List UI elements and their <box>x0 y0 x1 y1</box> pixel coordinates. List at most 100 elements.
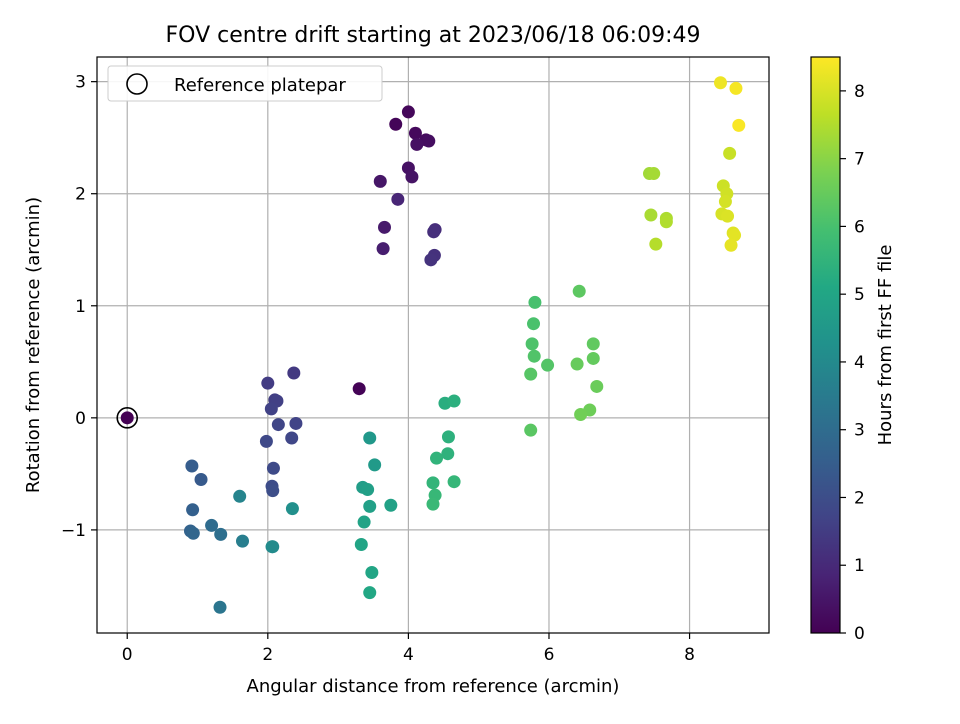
colorbar-label: Hours from first FF file <box>875 245 896 446</box>
data-point <box>357 515 371 529</box>
colorbar-tick-label: 7 <box>854 150 865 170</box>
data-point <box>728 228 742 242</box>
data-point <box>721 209 735 223</box>
data-point <box>527 349 541 363</box>
x-tick-label: 8 <box>684 645 695 665</box>
data-point <box>384 498 398 512</box>
data-point <box>352 382 366 396</box>
data-point <box>647 167 661 181</box>
x-tick-label: 4 <box>403 645 414 665</box>
grid-lines <box>97 57 769 633</box>
data-point <box>724 238 738 252</box>
legend: Reference platepar <box>107 65 383 102</box>
data-point <box>266 484 280 498</box>
reference-point-marker <box>116 407 139 429</box>
data-point <box>233 489 247 503</box>
data-point <box>590 379 604 393</box>
data-point <box>285 502 299 516</box>
colorbar-tick-label: 2 <box>854 488 865 508</box>
data-point <box>389 117 403 131</box>
colorbar-tick-label: 8 <box>854 82 865 102</box>
data-point <box>524 367 538 381</box>
x-tick-label: 0 <box>122 645 133 665</box>
y-tick-label: 2 <box>75 185 86 205</box>
data-point <box>354 537 368 551</box>
data-point <box>422 134 436 148</box>
data-point <box>259 434 273 448</box>
data-point <box>186 503 200 517</box>
y-tick-label: 1 <box>75 297 86 317</box>
legend-label: Reference platepar <box>174 75 346 96</box>
data-point <box>570 357 584 371</box>
colorbar-tick-label: 1 <box>854 556 865 576</box>
colorbar-tick-label: 0 <box>854 624 865 644</box>
data-point <box>185 459 199 473</box>
data-points <box>120 76 746 614</box>
data-point <box>447 475 461 489</box>
data-point <box>527 317 541 331</box>
data-point <box>365 565 379 579</box>
data-point <box>391 192 405 206</box>
data-point <box>718 195 732 209</box>
data-point <box>266 461 280 475</box>
plot-frame <box>96 56 770 634</box>
data-point <box>525 337 539 351</box>
data-point <box>363 499 377 513</box>
data-point <box>368 458 382 472</box>
data-point <box>186 526 200 540</box>
data-point <box>285 431 299 445</box>
data-point <box>732 118 746 132</box>
data-point <box>541 358 555 372</box>
data-point <box>214 527 228 541</box>
y-tick-label: −1 <box>61 521 86 541</box>
data-point <box>659 215 673 229</box>
y-axis-label: Rotation from reference (arcmin) <box>23 197 44 493</box>
data-point <box>264 402 278 416</box>
x-tick-label: 6 <box>544 645 555 665</box>
colorbar-tick-label: 6 <box>854 217 865 237</box>
data-point <box>574 407 588 421</box>
data-point <box>363 431 377 445</box>
data-point <box>405 170 419 184</box>
y-tick-label: 0 <box>75 409 86 429</box>
data-point <box>194 472 208 486</box>
data-point <box>361 483 375 497</box>
data-point <box>723 146 737 160</box>
y-axis-ticks: −1 0 1 2 3 <box>61 73 97 541</box>
data-point <box>205 518 219 532</box>
data-point <box>441 430 455 444</box>
data-point <box>401 105 415 119</box>
data-point <box>447 394 461 408</box>
data-point <box>236 534 250 548</box>
data-point <box>120 411 134 425</box>
data-point <box>424 253 438 267</box>
data-point <box>376 242 390 256</box>
data-point <box>261 376 275 390</box>
data-point <box>572 284 586 298</box>
data-point <box>524 423 538 437</box>
data-point <box>265 540 279 554</box>
y-tick-label: 3 <box>75 73 86 93</box>
data-point <box>528 295 542 309</box>
colorbar-tick-label: 5 <box>854 285 865 305</box>
x-axis-ticks: 0 2 4 6 8 <box>122 633 695 665</box>
data-point <box>373 174 387 188</box>
colorbar-tick-label: 3 <box>854 421 865 441</box>
legend-marker-circle <box>126 73 148 95</box>
data-point <box>649 237 663 251</box>
data-point <box>713 76 727 90</box>
data-point <box>363 586 377 600</box>
data-point <box>586 337 600 351</box>
data-point <box>430 451 444 465</box>
data-point <box>213 600 227 614</box>
data-point <box>287 366 301 380</box>
data-point <box>644 208 658 222</box>
legend-box <box>107 65 383 102</box>
data-point <box>441 447 455 461</box>
data-point <box>729 81 743 95</box>
reference-marker <box>116 407 139 429</box>
data-point <box>289 416 303 430</box>
data-point <box>426 497 440 511</box>
